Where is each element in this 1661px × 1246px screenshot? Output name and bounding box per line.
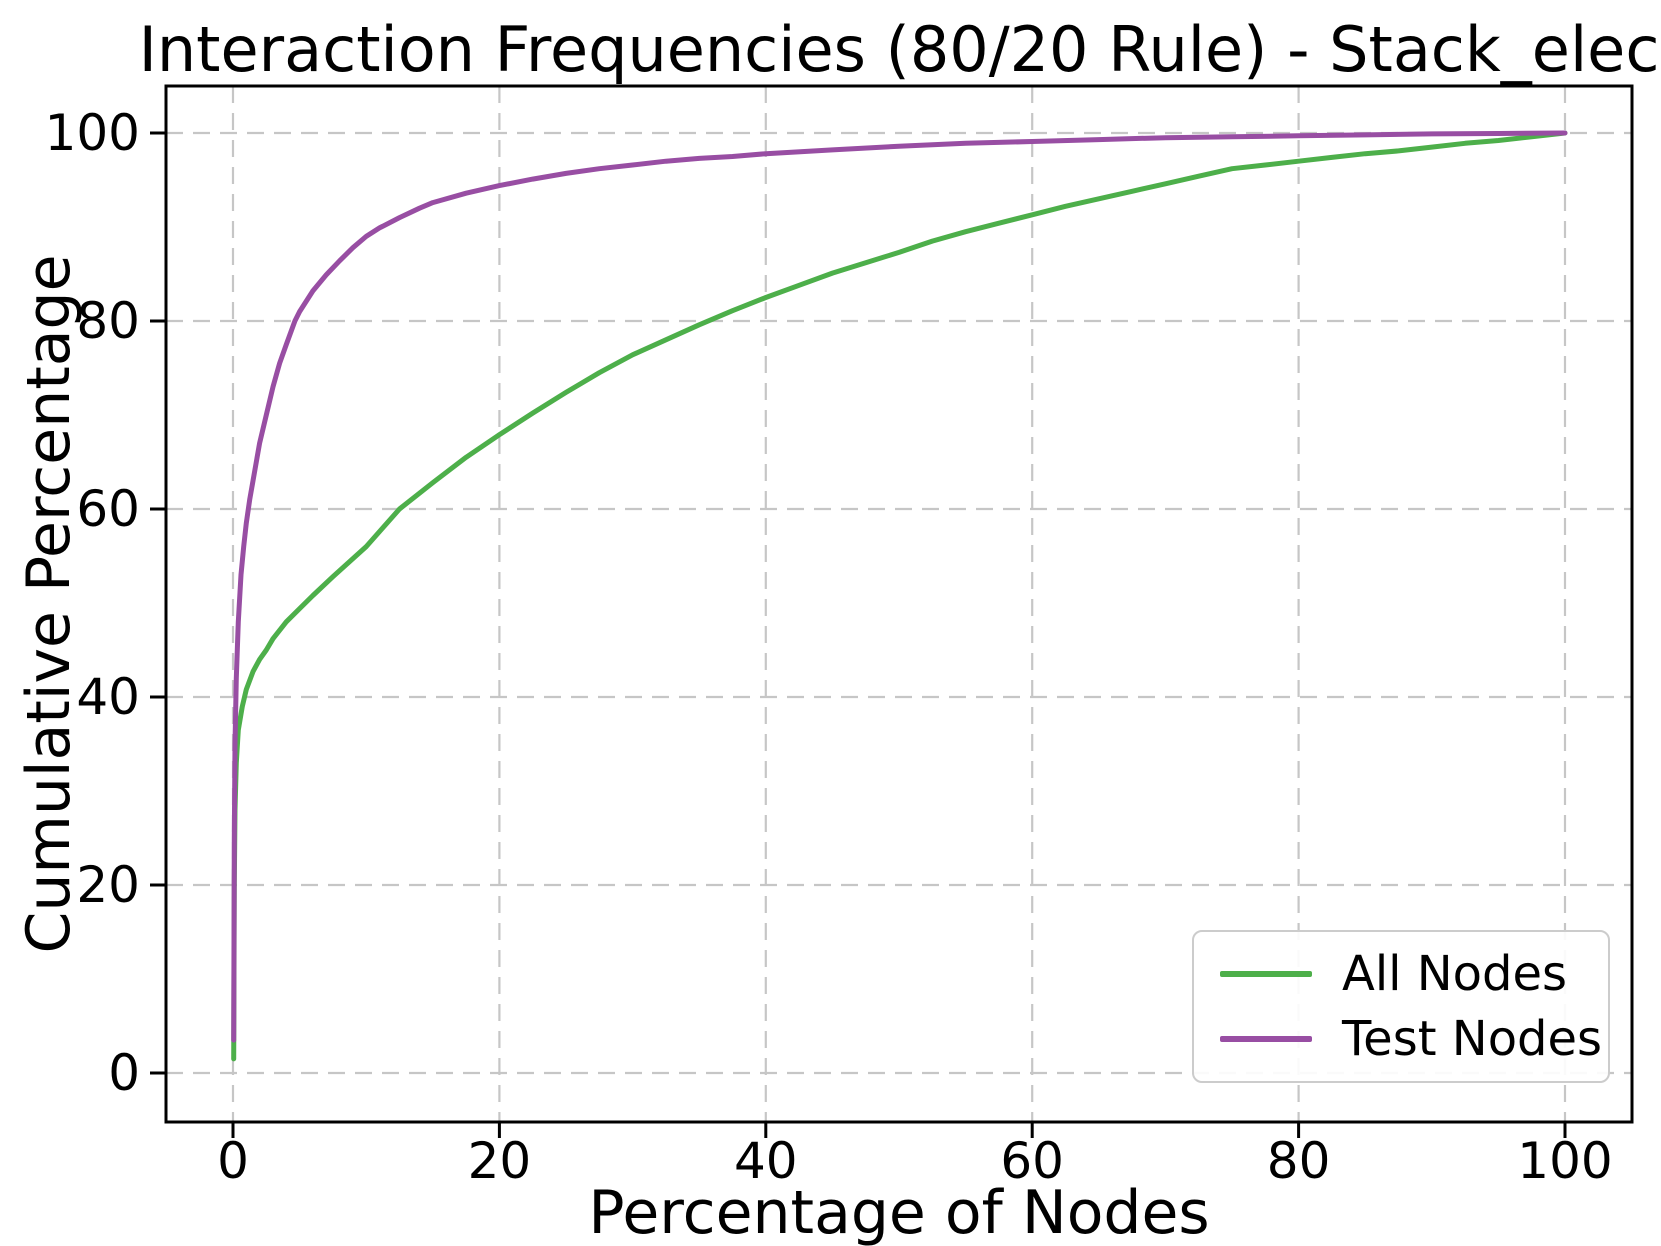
y-tick-label: 80 — [76, 292, 140, 350]
x-tick-label: 40 — [733, 1132, 798, 1190]
legend-entry-all-nodes: All Nodes — [1194, 950, 1608, 998]
x-tick-label: 60 — [1000, 1132, 1064, 1190]
y-tick-label: 100 — [44, 104, 140, 162]
legend-entry-test-nodes: Test Nodes — [1194, 1015, 1608, 1063]
axes-frame — [164, 84, 1634, 1124]
x-tick-label: 20 — [467, 1132, 532, 1190]
y-tick-label: 0 — [108, 1044, 140, 1102]
series-line-test-nodes — [231, 130, 1568, 1043]
y-axis-label: Cumulative Percentage — [14, 254, 84, 954]
x-tick-label: 0 — [217, 1132, 249, 1190]
x-tick-label: 100 — [1517, 1132, 1613, 1190]
legend-label: All Nodes — [1342, 945, 1568, 1002]
legend-line-swatch-green — [1220, 970, 1312, 977]
y-tick-label: 60 — [76, 480, 140, 538]
legend-label: Test Nodes — [1342, 1011, 1603, 1068]
x-tick-label: 80 — [1266, 1132, 1331, 1190]
chart-title: Interaction Frequencies (80/20 Rule) - S… — [138, 13, 1660, 86]
y-tick-label: 20 — [76, 856, 140, 914]
legend: All Nodes Test Nodes — [1192, 930, 1610, 1083]
series-line-all-nodes — [231, 130, 1568, 1062]
legend-line-swatch-purple — [1220, 1036, 1312, 1043]
x-axis-label: Percentage of Nodes — [588, 1178, 1210, 1246]
y-tick-label: 40 — [76, 668, 140, 726]
